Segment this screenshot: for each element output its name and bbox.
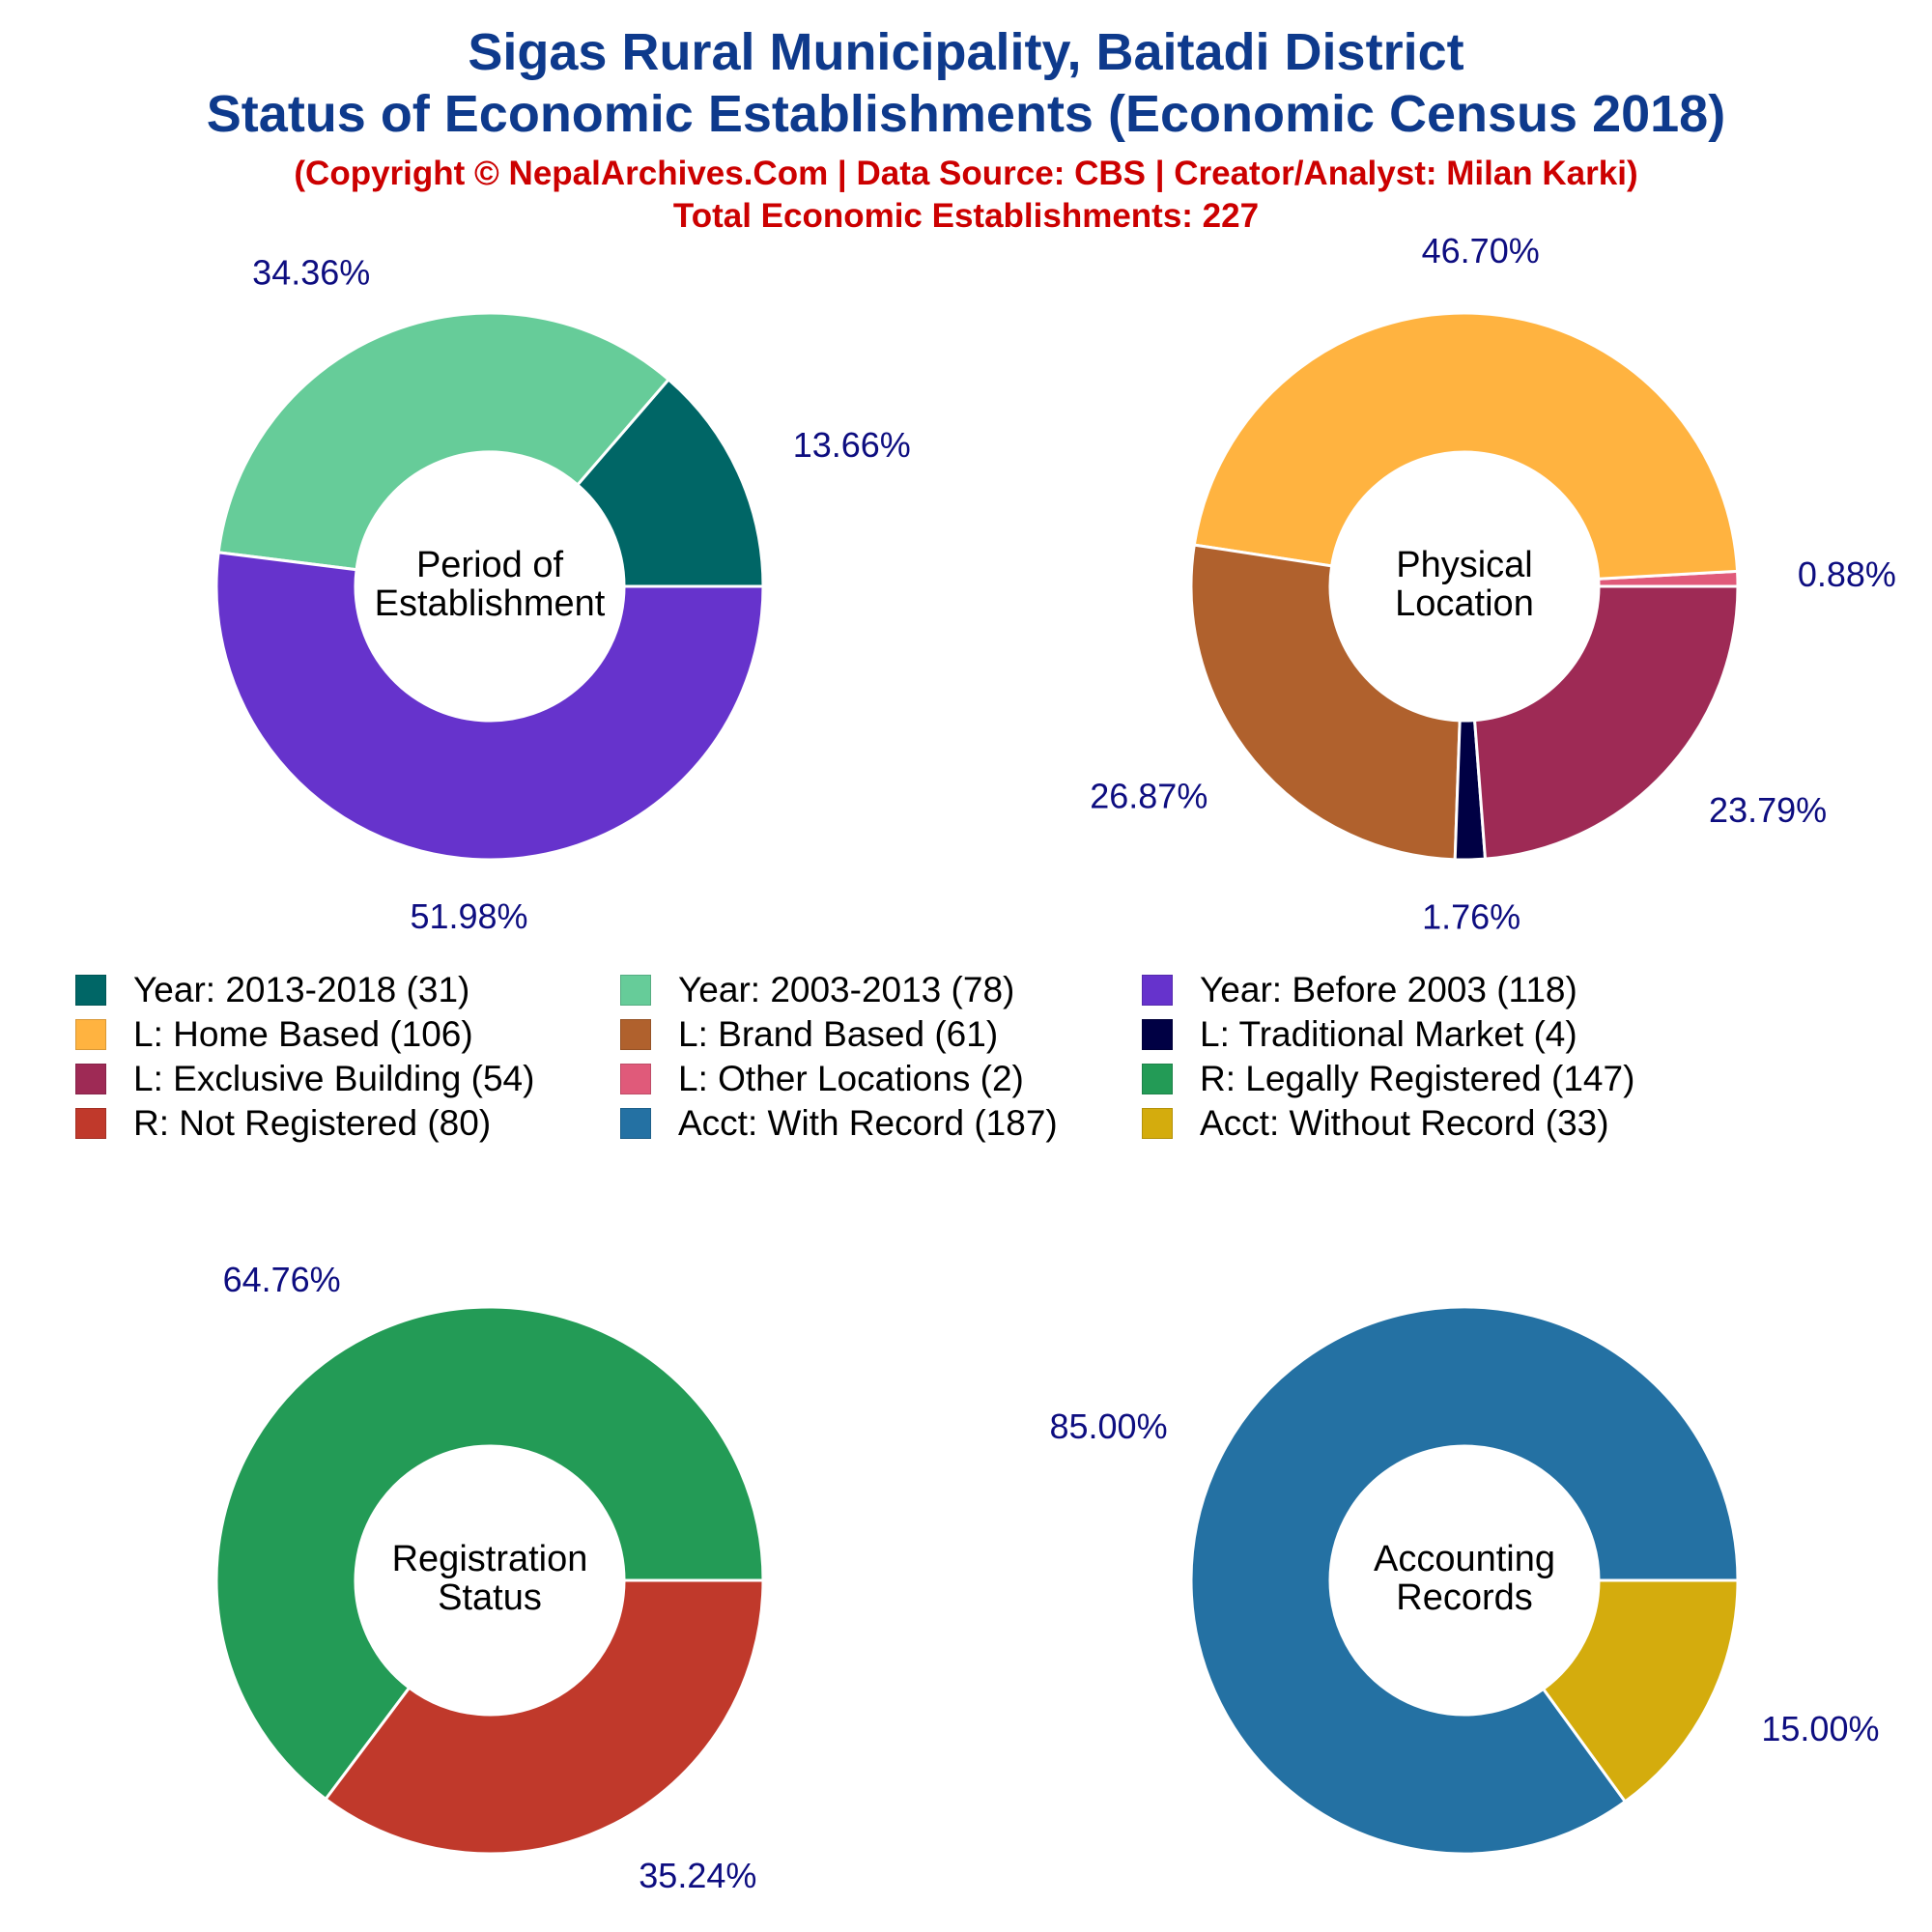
chart-header: Sigas Rural Municipality, Baitadi Distri… [0,0,1932,238]
slice-r-legally-registered [214,1305,765,1802]
slice-l-brand-based [1189,543,1462,862]
slice-year-2003-2013 [216,311,671,572]
center-label: Records [1396,1577,1533,1618]
center-label: Registration [392,1539,588,1579]
percent-label: 1.76% [1422,896,1520,936]
chart-title-line-2: Status of Economic Establishments (Econo… [206,85,1726,143]
chart-title-line-1: Sigas Rural Municipality, Baitadi Distri… [468,23,1464,81]
slice-year-before-2003 [214,551,765,862]
center-label: Physical [1396,545,1533,585]
percent-label: 85.00% [1049,1406,1167,1446]
center-label: Location [1395,583,1534,624]
total-establishments-line: Total Economic Establishments: 227 [672,197,1260,235]
center-label: Period of [416,545,564,585]
percent-label: 13.66% [793,425,911,465]
percent-label: 34.36% [252,252,370,292]
slice-r-not-registered [324,1578,765,1856]
center-label: Accounting [1374,1539,1555,1579]
percent-label: 15.00% [1761,1709,1879,1748]
copyright-line: (Copyright © NepalArchives.Com | Data So… [294,155,1638,192]
slice-acct-without-record [1541,1578,1740,1804]
donut-chart-2: 0.88% 46.70% 26.87% 1.76% 23.79% PhysicalLoca… [1090,231,1896,937]
percent-label: 23.79% [1709,790,1827,830]
percent-label: 46.70% [1422,231,1540,270]
percent-label: 26.87% [1090,777,1208,816]
percent-label: 0.88% [1798,554,1896,594]
percent-label: 51.98% [410,896,527,936]
percent-label: 35.24% [639,1856,756,1895]
slice-l-exclusive-building [1472,584,1740,861]
center-label: Establishment [375,583,606,624]
center-label: Status [438,1577,542,1618]
slice-l-home-based [1192,311,1740,581]
slice-acct-with-record [1189,1305,1740,1856]
percent-label: 64.76% [223,1260,341,1299]
